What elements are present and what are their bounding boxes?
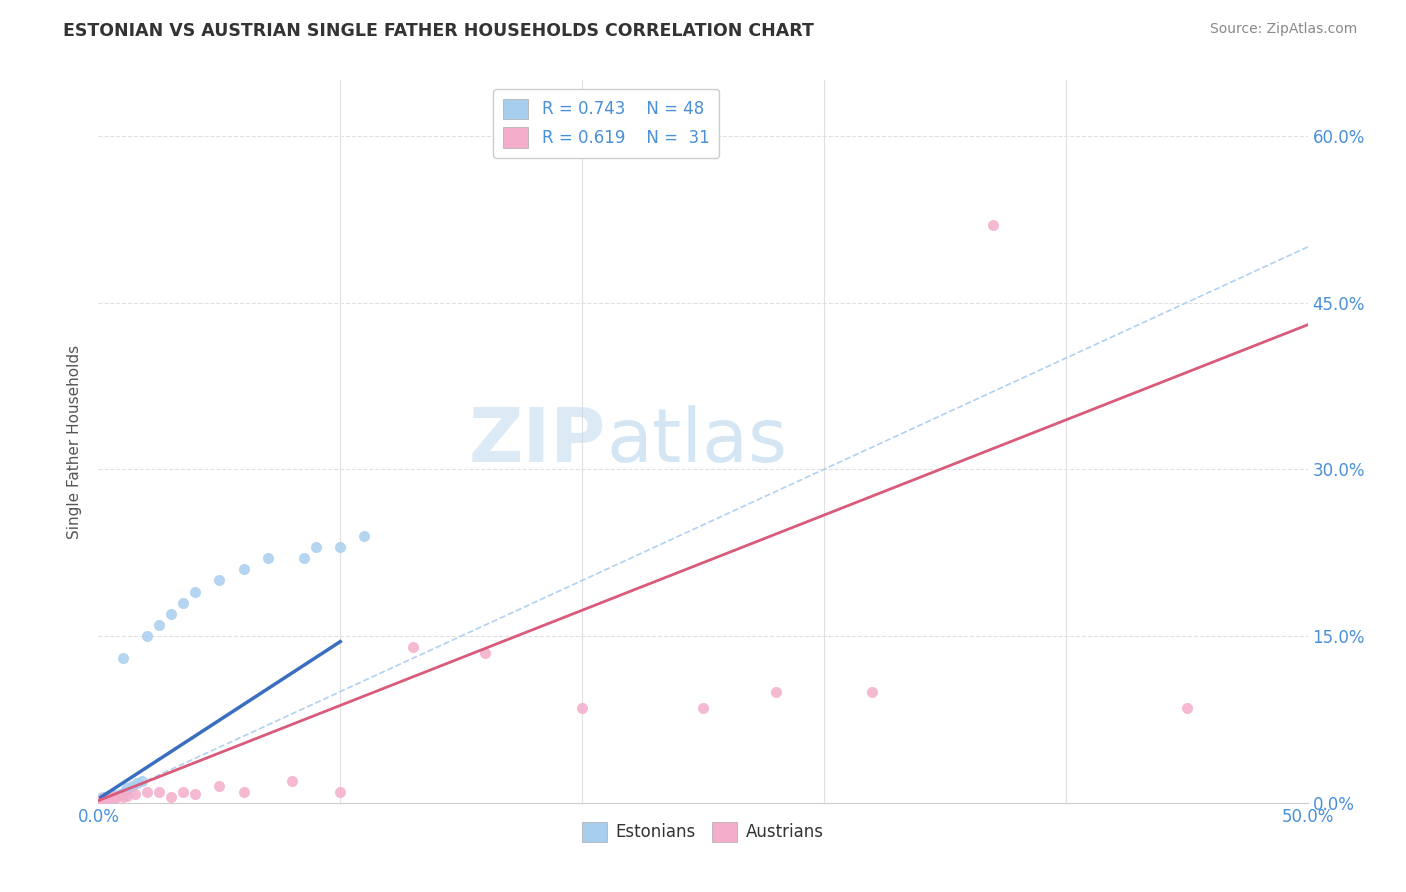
Point bbox=[860, 684, 883, 698]
Point bbox=[184, 584, 207, 599]
Point bbox=[90, 794, 112, 808]
Point bbox=[232, 785, 254, 799]
Point bbox=[329, 540, 352, 554]
Point bbox=[148, 618, 170, 632]
Point bbox=[90, 792, 112, 806]
Text: ZIP: ZIP bbox=[470, 405, 606, 478]
Point bbox=[91, 791, 114, 805]
Point bbox=[160, 607, 183, 621]
Point bbox=[117, 781, 139, 796]
Point bbox=[104, 788, 127, 802]
Point bbox=[101, 790, 124, 805]
Point bbox=[90, 795, 112, 809]
Point bbox=[100, 791, 122, 805]
Point bbox=[148, 785, 170, 799]
Point bbox=[90, 791, 112, 805]
Point bbox=[160, 790, 183, 805]
Point bbox=[124, 787, 146, 801]
Point bbox=[107, 788, 129, 802]
Point bbox=[281, 773, 304, 788]
Point bbox=[91, 794, 114, 808]
Point bbox=[90, 795, 112, 809]
Point bbox=[172, 596, 194, 610]
Point bbox=[94, 792, 117, 806]
Point bbox=[172, 785, 194, 799]
Point bbox=[184, 787, 207, 801]
Text: Source: ZipAtlas.com: Source: ZipAtlas.com bbox=[1209, 22, 1357, 37]
Point bbox=[100, 789, 122, 804]
Point bbox=[91, 792, 114, 806]
Point bbox=[108, 787, 131, 801]
Point bbox=[97, 789, 120, 804]
Point bbox=[101, 791, 124, 805]
Point bbox=[474, 646, 496, 660]
Point bbox=[1175, 701, 1198, 715]
Point bbox=[91, 791, 114, 805]
Point bbox=[94, 790, 117, 805]
Point bbox=[101, 789, 124, 804]
Point bbox=[692, 701, 714, 715]
Point bbox=[981, 218, 1004, 232]
Point bbox=[305, 540, 328, 554]
Point bbox=[329, 785, 352, 799]
Point bbox=[94, 792, 117, 806]
Y-axis label: Single Father Households: Single Father Households bbox=[67, 344, 83, 539]
Point bbox=[111, 651, 134, 665]
Point bbox=[97, 790, 120, 805]
Point bbox=[208, 779, 231, 793]
Point bbox=[111, 790, 134, 805]
Point bbox=[127, 776, 149, 790]
Point bbox=[90, 792, 112, 806]
Point bbox=[765, 684, 787, 698]
Point bbox=[90, 794, 112, 808]
Point bbox=[100, 792, 122, 806]
Point bbox=[91, 795, 114, 809]
Point bbox=[232, 562, 254, 576]
Point bbox=[91, 790, 114, 805]
Point bbox=[353, 529, 375, 543]
Point bbox=[208, 574, 231, 588]
Point bbox=[402, 640, 425, 655]
Point bbox=[104, 790, 127, 805]
Point bbox=[90, 795, 112, 809]
Point bbox=[100, 789, 122, 804]
Point bbox=[94, 794, 117, 808]
Legend: Estonians, Austrians: Estonians, Austrians bbox=[575, 815, 831, 848]
Point bbox=[91, 794, 114, 808]
Point bbox=[94, 791, 117, 805]
Point bbox=[135, 629, 157, 643]
Text: ESTONIAN VS AUSTRIAN SINGLE FATHER HOUSEHOLDS CORRELATION CHART: ESTONIAN VS AUSTRIAN SINGLE FATHER HOUSE… bbox=[63, 22, 814, 40]
Point bbox=[121, 779, 143, 793]
Point bbox=[97, 791, 120, 805]
Point bbox=[256, 551, 278, 566]
Text: atlas: atlas bbox=[606, 405, 787, 478]
Point bbox=[111, 786, 134, 800]
Point bbox=[97, 792, 120, 806]
Point bbox=[107, 789, 129, 804]
Point bbox=[571, 701, 593, 715]
Point bbox=[97, 791, 120, 805]
Point bbox=[114, 783, 136, 797]
Point bbox=[131, 773, 153, 788]
Point bbox=[135, 785, 157, 799]
Point bbox=[90, 794, 112, 808]
Point bbox=[91, 792, 114, 806]
Point bbox=[292, 551, 315, 566]
Point bbox=[117, 789, 139, 804]
Point bbox=[104, 791, 127, 805]
